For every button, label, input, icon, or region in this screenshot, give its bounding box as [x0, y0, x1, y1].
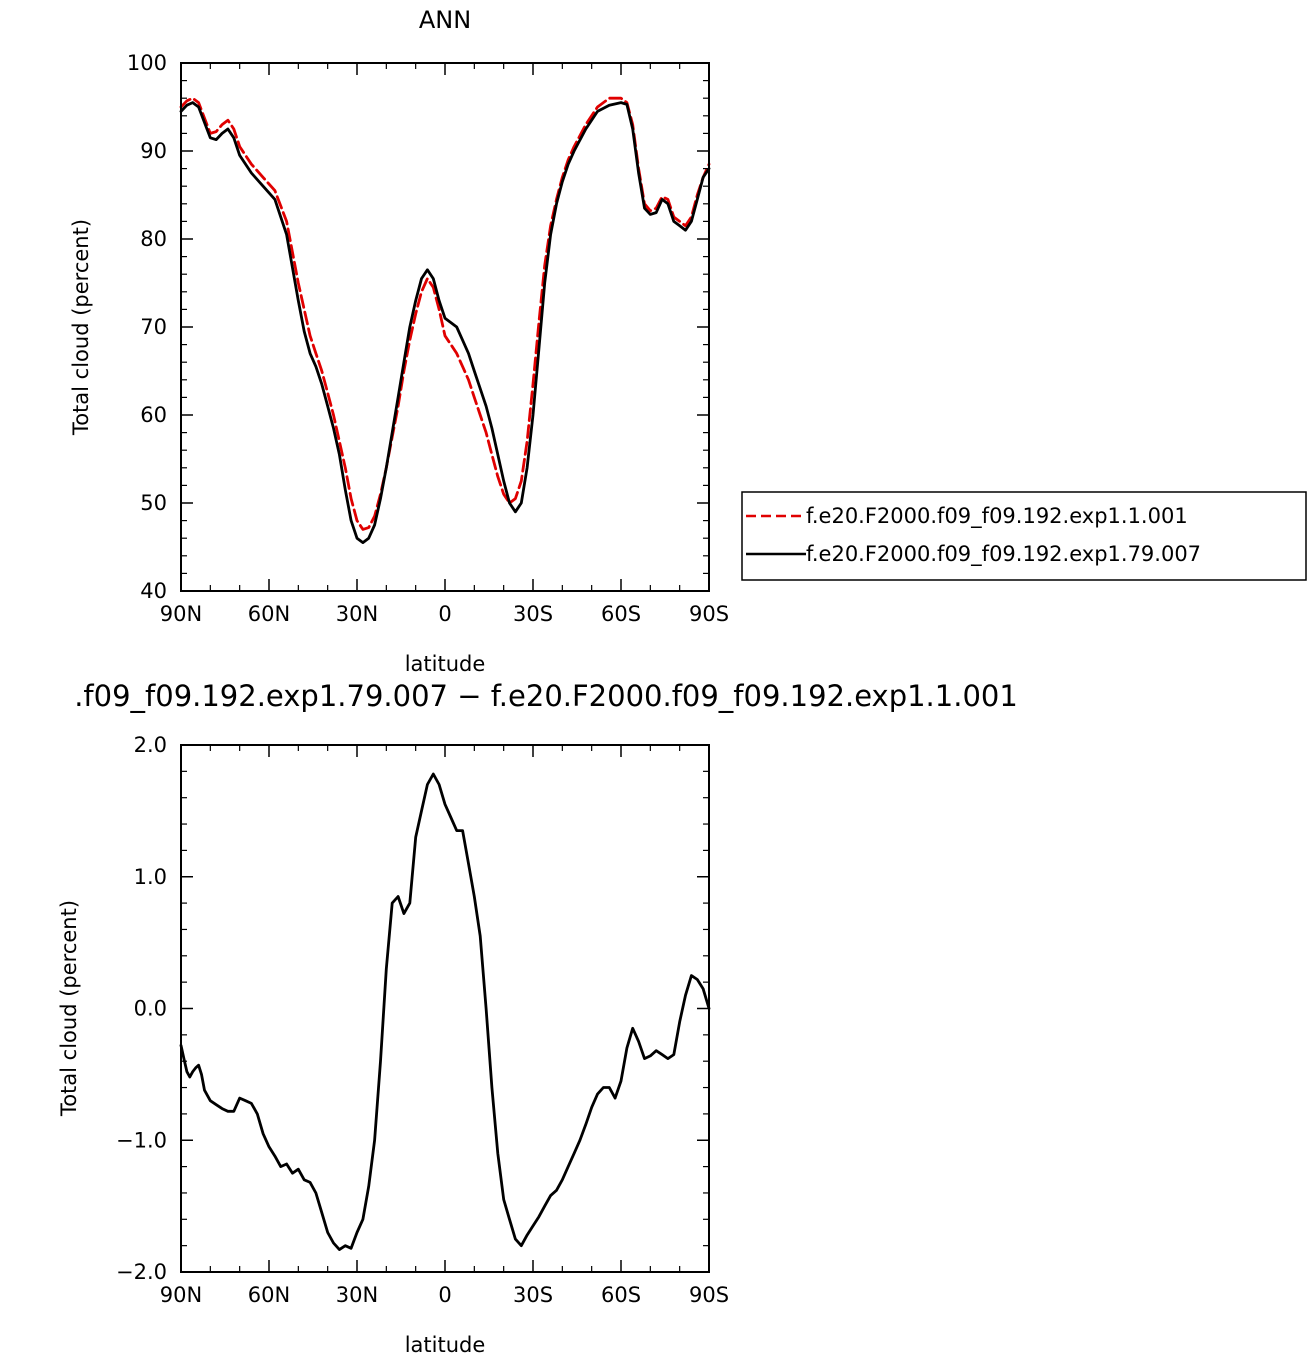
legend-label-exp1-1-001: f.e20.F2000.f09_f09.192.exp1.1.001 [806, 504, 1188, 529]
y-tick-label: 40 [140, 579, 167, 603]
bottom-x-axis-label: latitude [405, 1333, 486, 1357]
x-tick-label: 30N [336, 1283, 378, 1307]
top-x-axis-label: latitude [405, 652, 486, 676]
y-tick-label: 70 [140, 315, 167, 339]
y-tick-label: 100 [127, 51, 167, 75]
x-tick-label: 30S [513, 602, 553, 626]
y-tick-label: 60 [140, 403, 167, 427]
x-tick-label: 90N [160, 602, 202, 626]
bottom-y-axis-label: Total cloud (percent) [57, 900, 81, 1117]
bottom-y-ticks: −2.0 −1.0 0.0 1.0 2.0 [116, 733, 709, 1284]
bottom-chart-marks [179, 772, 711, 1251]
top-y-axis-label: Total cloud (percent) [69, 219, 93, 436]
series-line-1 [179, 101, 711, 544]
top-chart-title: ANN [419, 6, 471, 34]
x-tick-label: 60S [601, 1283, 641, 1307]
bottom-chart-title: .f09_f09.192.exp1.79.007 − f.e20.F2000.f… [74, 679, 1018, 713]
top-chart-marks [179, 96, 711, 544]
bottom-plot-frame [180, 744, 710, 1273]
x-tick-label: 90N [160, 1283, 202, 1307]
x-tick-label: 60N [248, 1283, 290, 1307]
legend-box [741, 491, 1307, 581]
x-tick-label: 0 [438, 602, 451, 626]
y-tick-label: −2.0 [116, 1260, 167, 1284]
y-tick-label: 80 [140, 227, 167, 251]
x-tick-label: 90S [689, 602, 729, 626]
legend: f.e20.F2000.f09_f09.192.exp1.1.001 f.e20… [741, 491, 1307, 581]
top-plot-frame [180, 62, 710, 592]
x-tick-label: 60N [248, 602, 290, 626]
x-tick-label: 60S [601, 602, 641, 626]
y-tick-label: 50 [140, 491, 167, 515]
legend-label-exp1-79-007: f.e20.F2000.f09_f09.192.exp1.79.007 [806, 542, 1201, 567]
bottom-panel: .f09_f09.192.exp1.79.007 − f.e20.F2000.f… [57, 679, 1018, 1357]
x-tick-label: 30N [336, 602, 378, 626]
y-tick-label: −1.0 [116, 1128, 167, 1152]
x-tick-label: 90S [689, 1283, 729, 1307]
x-tick-label: 30S [513, 1283, 553, 1307]
y-tick-label: 0.0 [134, 997, 167, 1021]
bottom-x-ticks: 90N 60N 30N 0 30S 60S 90S [160, 745, 729, 1307]
series-line-0 [179, 772, 711, 1251]
top-x-ticks: 90N 60N 30N 0 30S 60S 90S [160, 63, 729, 626]
x-tick-label: 0 [438, 1283, 451, 1307]
y-tick-label: 1.0 [134, 865, 167, 889]
top-panel: ANN 90N 60N 30N 0 30S 60S 90S 405060708090100 … [69, 6, 1307, 676]
y-tick-label: 2.0 [134, 733, 167, 757]
top-y-ticks: 40 50 60 70 80 90 100 [127, 51, 709, 603]
y-tick-label: 90 [140, 139, 167, 163]
